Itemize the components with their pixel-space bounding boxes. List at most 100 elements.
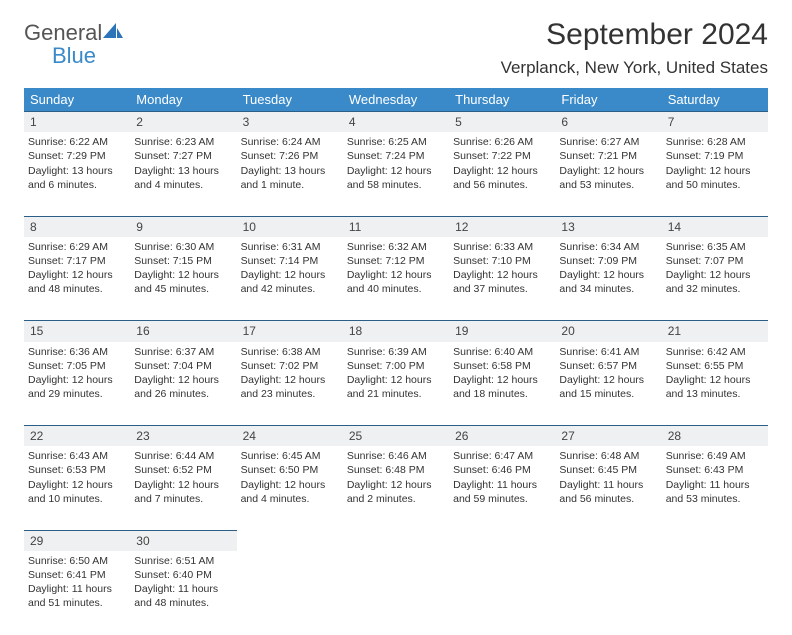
sunrise-line: Sunrise: 6:40 AM xyxy=(453,345,551,359)
logo-word-2: Blue xyxy=(24,43,96,68)
daylight-line: Daylight: 12 hours and 7 minutes. xyxy=(134,478,232,506)
weekday-header-row: SundayMondayTuesdayWednesdayThursdayFrid… xyxy=(24,88,768,112)
day-detail-cell: Sunrise: 6:27 AMSunset: 7:21 PMDaylight:… xyxy=(555,132,661,216)
sunset-line: Sunset: 6:46 PM xyxy=(453,463,551,477)
day-detail-cell: Sunrise: 6:49 AMSunset: 6:43 PMDaylight:… xyxy=(662,446,768,530)
logo-sail-icon xyxy=(102,22,124,40)
day-number-cell: 28 xyxy=(662,426,768,447)
sunset-line: Sunset: 7:04 PM xyxy=(134,359,232,373)
day-detail-cell xyxy=(555,551,661,635)
daylight-line: Daylight: 12 hours and 53 minutes. xyxy=(559,164,657,192)
sunrise-line: Sunrise: 6:42 AM xyxy=(666,345,764,359)
daylight-line: Daylight: 13 hours and 1 minute. xyxy=(241,164,339,192)
day-number-row: 2930 xyxy=(24,530,768,551)
day-number-cell: 19 xyxy=(449,321,555,342)
day-detail-cell: Sunrise: 6:37 AMSunset: 7:04 PMDaylight:… xyxy=(130,342,236,426)
sunrise-line: Sunrise: 6:28 AM xyxy=(666,135,764,149)
day-number-cell: 13 xyxy=(555,216,661,237)
daylight-line: Daylight: 12 hours and 58 minutes. xyxy=(347,164,445,192)
sunrise-line: Sunrise: 6:51 AM xyxy=(134,554,232,568)
sunset-line: Sunset: 7:15 PM xyxy=(134,254,232,268)
sunrise-line: Sunrise: 6:26 AM xyxy=(453,135,551,149)
sunset-line: Sunset: 7:07 PM xyxy=(666,254,764,268)
weekday-header: Thursday xyxy=(449,88,555,112)
daylight-line: Daylight: 11 hours and 48 minutes. xyxy=(134,582,232,610)
daylight-line: Daylight: 12 hours and 42 minutes. xyxy=(241,268,339,296)
daylight-line: Daylight: 13 hours and 6 minutes. xyxy=(28,164,126,192)
day-detail-cell: Sunrise: 6:31 AMSunset: 7:14 PMDaylight:… xyxy=(237,237,343,321)
weekday-header: Monday xyxy=(130,88,236,112)
day-detail-cell: Sunrise: 6:40 AMSunset: 6:58 PMDaylight:… xyxy=(449,342,555,426)
day-detail-cell xyxy=(237,551,343,635)
day-number-cell: 3 xyxy=(237,112,343,133)
day-number-row: 1234567 xyxy=(24,112,768,133)
daylight-line: Daylight: 12 hours and 45 minutes. xyxy=(134,268,232,296)
sunset-line: Sunset: 6:48 PM xyxy=(347,463,445,477)
daylight-line: Daylight: 12 hours and 18 minutes. xyxy=(453,373,551,401)
sunrise-line: Sunrise: 6:34 AM xyxy=(559,240,657,254)
daylight-line: Daylight: 12 hours and 23 minutes. xyxy=(241,373,339,401)
day-number-cell: 11 xyxy=(343,216,449,237)
weekday-header: Wednesday xyxy=(343,88,449,112)
sunset-line: Sunset: 7:27 PM xyxy=(134,149,232,163)
page-header: General Blue September 2024 Verplanck, N… xyxy=(24,18,768,78)
location-text: Verplanck, New York, United States xyxy=(501,58,768,78)
day-detail-cell: Sunrise: 6:41 AMSunset: 6:57 PMDaylight:… xyxy=(555,342,661,426)
sunset-line: Sunset: 6:55 PM xyxy=(666,359,764,373)
sunrise-line: Sunrise: 6:46 AM xyxy=(347,449,445,463)
sunset-line: Sunset: 7:10 PM xyxy=(453,254,551,268)
sunset-line: Sunset: 7:05 PM xyxy=(28,359,126,373)
day-number-cell xyxy=(662,530,768,551)
calendar-body: 1234567Sunrise: 6:22 AMSunset: 7:29 PMDa… xyxy=(24,112,768,635)
sunrise-line: Sunrise: 6:22 AM xyxy=(28,135,126,149)
sunset-line: Sunset: 7:21 PM xyxy=(559,149,657,163)
sunset-line: Sunset: 7:22 PM xyxy=(453,149,551,163)
day-number-cell: 20 xyxy=(555,321,661,342)
weekday-header: Saturday xyxy=(662,88,768,112)
daylight-line: Daylight: 11 hours and 51 minutes. xyxy=(28,582,126,610)
sunrise-line: Sunrise: 6:50 AM xyxy=(28,554,126,568)
sunset-line: Sunset: 6:53 PM xyxy=(28,463,126,477)
day-number-cell: 30 xyxy=(130,530,236,551)
day-detail-cell: Sunrise: 6:43 AMSunset: 6:53 PMDaylight:… xyxy=(24,446,130,530)
day-number-cell xyxy=(237,530,343,551)
day-number-cell xyxy=(343,530,449,551)
day-number-row: 22232425262728 xyxy=(24,426,768,447)
logo: General Blue xyxy=(24,18,124,68)
day-detail-cell: Sunrise: 6:50 AMSunset: 6:41 PMDaylight:… xyxy=(24,551,130,635)
sunrise-line: Sunrise: 6:41 AM xyxy=(559,345,657,359)
day-number-cell: 21 xyxy=(662,321,768,342)
weekday-header: Friday xyxy=(555,88,661,112)
day-number-cell: 6 xyxy=(555,112,661,133)
day-number-cell: 12 xyxy=(449,216,555,237)
daylight-line: Daylight: 12 hours and 56 minutes. xyxy=(453,164,551,192)
day-detail-cell: Sunrise: 6:45 AMSunset: 6:50 PMDaylight:… xyxy=(237,446,343,530)
day-detail-cell: Sunrise: 6:35 AMSunset: 7:07 PMDaylight:… xyxy=(662,237,768,321)
sunrise-line: Sunrise: 6:43 AM xyxy=(28,449,126,463)
sunset-line: Sunset: 7:19 PM xyxy=(666,149,764,163)
sunrise-line: Sunrise: 6:49 AM xyxy=(666,449,764,463)
day-detail-cell: Sunrise: 6:22 AMSunset: 7:29 PMDaylight:… xyxy=(24,132,130,216)
day-detail-cell: Sunrise: 6:26 AMSunset: 7:22 PMDaylight:… xyxy=(449,132,555,216)
day-detail-cell: Sunrise: 6:38 AMSunset: 7:02 PMDaylight:… xyxy=(237,342,343,426)
sunrise-line: Sunrise: 6:44 AM xyxy=(134,449,232,463)
sunset-line: Sunset: 7:00 PM xyxy=(347,359,445,373)
daylight-line: Daylight: 12 hours and 13 minutes. xyxy=(666,373,764,401)
day-detail-row: Sunrise: 6:22 AMSunset: 7:29 PMDaylight:… xyxy=(24,132,768,216)
sunrise-line: Sunrise: 6:48 AM xyxy=(559,449,657,463)
daylight-line: Daylight: 12 hours and 4 minutes. xyxy=(241,478,339,506)
weekday-header: Sunday xyxy=(24,88,130,112)
sunset-line: Sunset: 6:45 PM xyxy=(559,463,657,477)
sunset-line: Sunset: 6:43 PM xyxy=(666,463,764,477)
daylight-line: Daylight: 13 hours and 4 minutes. xyxy=(134,164,232,192)
day-number-cell: 27 xyxy=(555,426,661,447)
sunrise-line: Sunrise: 6:35 AM xyxy=(666,240,764,254)
day-number-cell: 9 xyxy=(130,216,236,237)
daylight-line: Daylight: 11 hours and 56 minutes. xyxy=(559,478,657,506)
sunrise-line: Sunrise: 6:37 AM xyxy=(134,345,232,359)
day-detail-cell: Sunrise: 6:28 AMSunset: 7:19 PMDaylight:… xyxy=(662,132,768,216)
day-detail-cell xyxy=(449,551,555,635)
day-number-cell: 16 xyxy=(130,321,236,342)
day-number-cell: 22 xyxy=(24,426,130,447)
day-detail-cell: Sunrise: 6:25 AMSunset: 7:24 PMDaylight:… xyxy=(343,132,449,216)
